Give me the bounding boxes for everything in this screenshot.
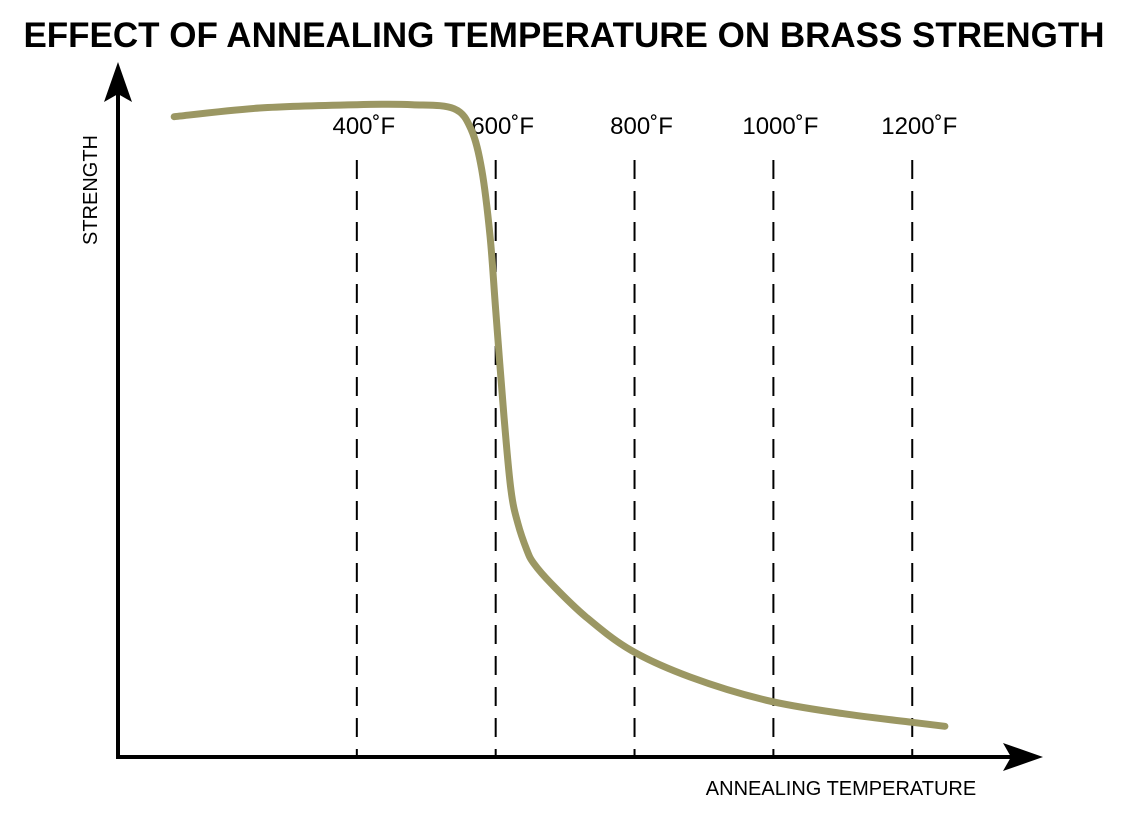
chart-title: EFFECT OF ANNEALING TEMPERATURE ON BRASS… bbox=[23, 16, 1104, 55]
series-line-strength bbox=[170, 100, 949, 730]
axes bbox=[104, 62, 1043, 771]
series-group bbox=[170, 100, 949, 730]
y-axis-label: STRENGTH bbox=[80, 135, 102, 245]
x-axis-label: ANNEALING TEMPERATURE bbox=[706, 778, 976, 800]
x-tick-label-600: 600˚F bbox=[471, 113, 534, 140]
gridlines bbox=[355, 160, 914, 756]
x-tick-label-1200: 1200˚F bbox=[881, 113, 957, 140]
x-axis-arrowhead bbox=[1003, 743, 1043, 771]
x-tick-label-1000: 1000˚F bbox=[742, 113, 818, 140]
x-tick-label-400: 400˚F bbox=[332, 113, 395, 140]
x-tick-label-800: 800˚F bbox=[610, 113, 673, 140]
y-axis-arrowhead bbox=[104, 62, 132, 102]
tick-labels: 400˚F 600˚F 800˚F 1000˚F 1200˚F bbox=[332, 113, 957, 140]
